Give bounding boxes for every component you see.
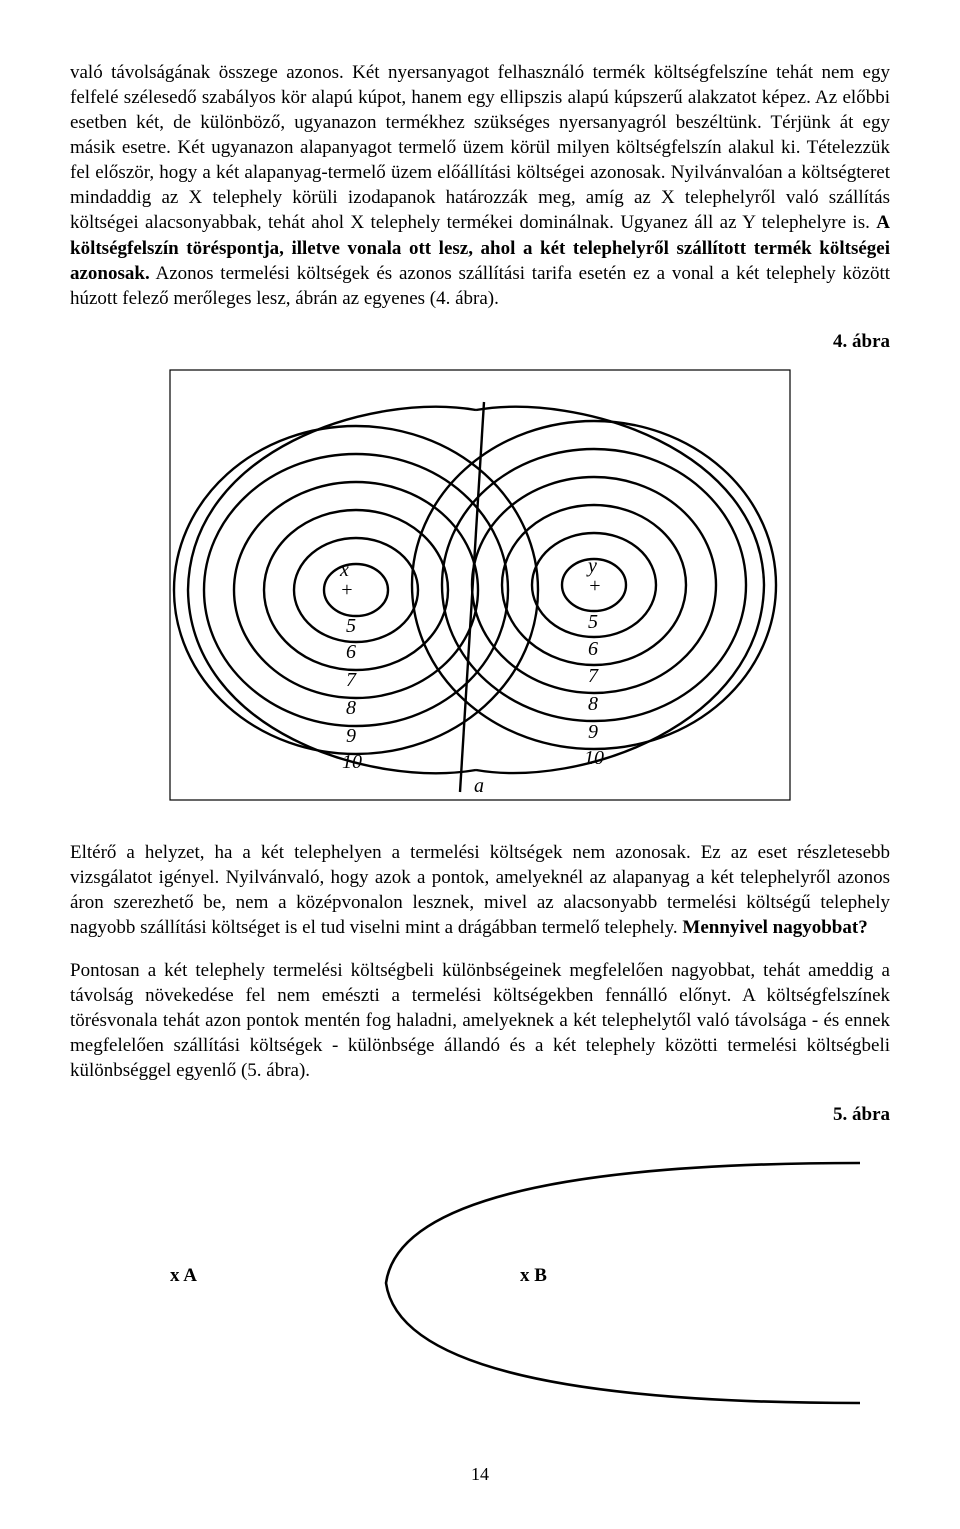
para1-text1: való távolságának összege azonos. Két ny… <box>70 62 890 233</box>
svg-text:9: 9 <box>588 721 598 743</box>
para1-text2: Azonos termelési költségek és azonos szá… <box>70 263 890 309</box>
figure5-label-xA: x A <box>170 1263 197 1288</box>
svg-text:7: 7 <box>346 669 357 691</box>
svg-text:8: 8 <box>588 693 598 715</box>
svg-text:8: 8 <box>346 697 356 719</box>
para2-bold: Mennyivel nagyobbat? <box>682 917 867 938</box>
svg-text:a: a <box>474 775 484 797</box>
paragraph-3: Pontosan a két telephely termelési költs… <box>70 958 890 1083</box>
svg-text:+: + <box>340 579 354 601</box>
paragraph-2: Eltérő a helyzet, ha a két telephelyen a… <box>70 840 890 940</box>
para3-text1: Pontosan a két telephely termelési költs… <box>70 960 890 1081</box>
figure5-diagram: x A x B <box>100 1133 860 1423</box>
paragraph-1: való távolságának összege azonos. Két ny… <box>70 60 890 311</box>
svg-text:x: x <box>339 559 349 581</box>
figure5-label-xB: x B <box>520 1263 547 1288</box>
svg-text:y: y <box>586 555 597 577</box>
svg-text:9: 9 <box>346 725 356 747</box>
figure4-diagram: x+5678910y+5678910a <box>160 360 800 810</box>
svg-text:5: 5 <box>588 611 598 633</box>
figure5-caption: 5. ábra <box>70 1102 890 1127</box>
svg-text:6: 6 <box>588 638 598 660</box>
svg-text:10: 10 <box>584 747 604 769</box>
figure4-caption: 4. ábra <box>70 329 890 354</box>
svg-text:5: 5 <box>346 615 356 637</box>
page-number: 14 <box>70 1463 890 1487</box>
svg-text:6: 6 <box>346 641 356 663</box>
svg-text:7: 7 <box>588 665 599 687</box>
svg-text:+: + <box>588 575 602 597</box>
svg-text:10: 10 <box>342 751 362 773</box>
